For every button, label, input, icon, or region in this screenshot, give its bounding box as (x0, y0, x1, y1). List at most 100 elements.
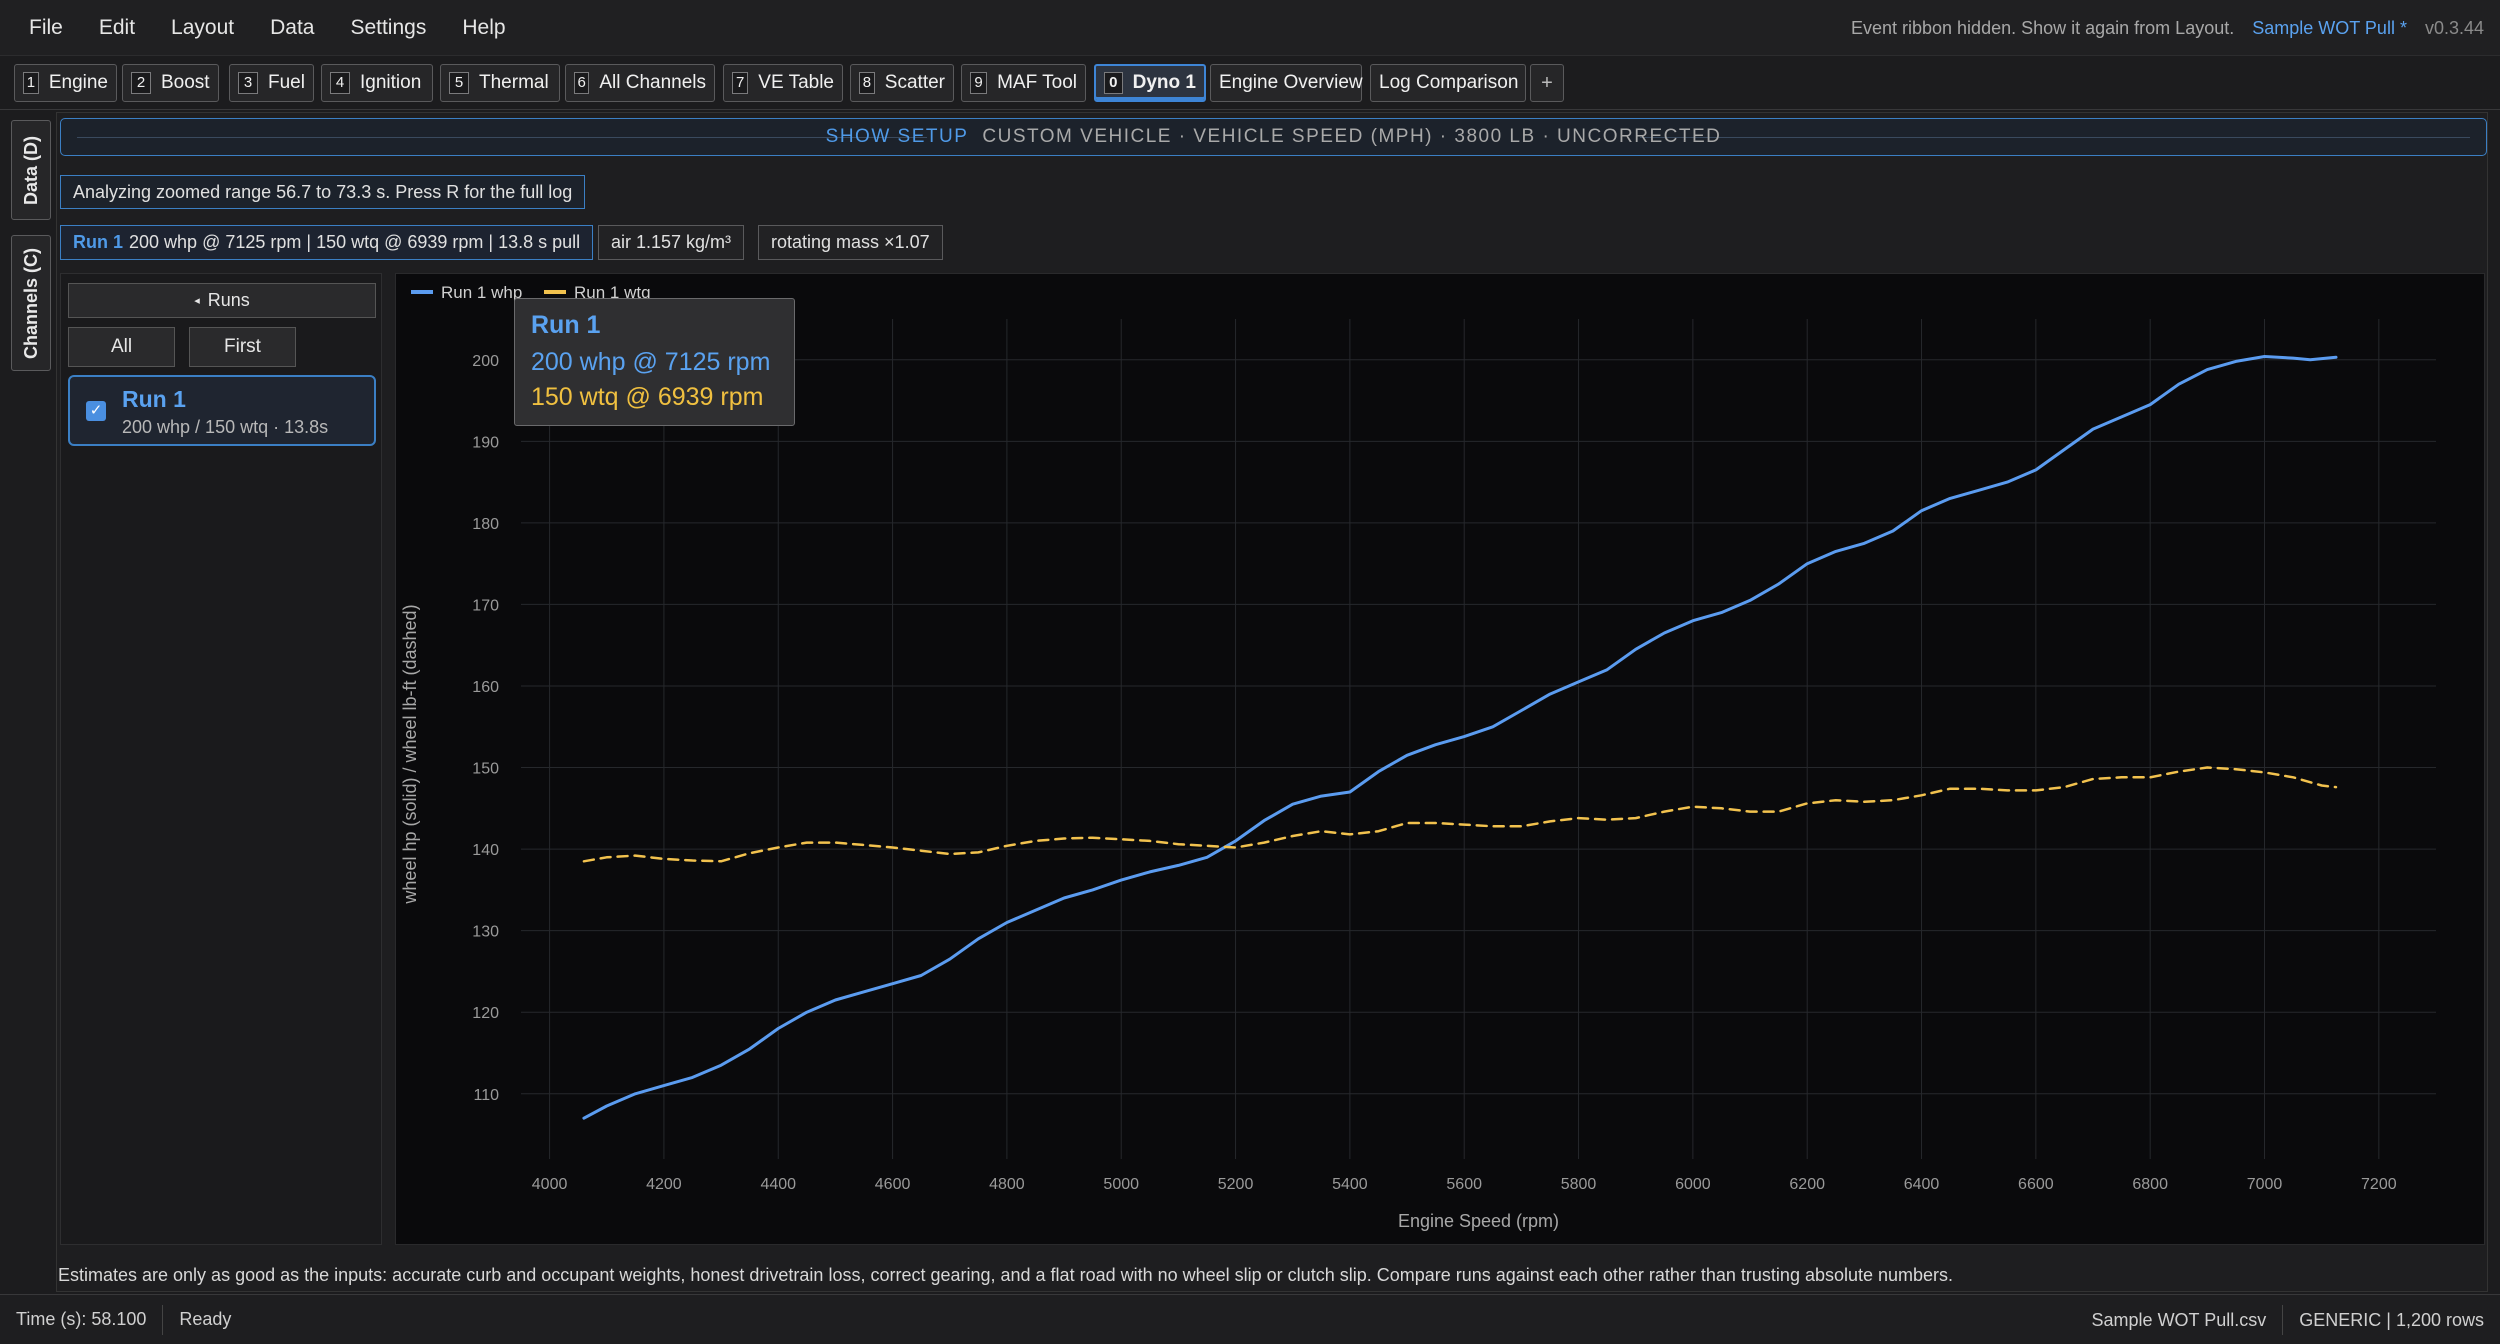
tooltip-title: Run 1 (531, 311, 601, 339)
side-tab-channels-label: Channels (C) (20, 247, 41, 359)
runs-collapse-toggle[interactable]: ◂ Runs (68, 283, 376, 318)
add-tab-button[interactable]: + (1530, 64, 1564, 102)
dyno-chart[interactable]: 4000 4200 4400 4600 4800 5000 5200 5400 5600 5800… (395, 273, 2485, 1245)
tab-label: VE Table (758, 72, 834, 93)
tab-dyno-1[interactable]: 0 Dyno 1 (1094, 64, 1206, 102)
status-right: Sample WOT Pull.csv GENERIC | 1,200 rows (2076, 1305, 2500, 1335)
run-card-title: Run 1 (122, 386, 186, 412)
run-visible-checkbox[interactable]: ✓ (86, 401, 106, 421)
side-tab-channels[interactable]: Channels (C) (11, 235, 51, 371)
tab-label: Boost (161, 72, 210, 93)
x-tick-label: 5800 (1561, 1176, 1597, 1193)
tab-thermal[interactable]: 5 Thermal (440, 64, 560, 102)
run-chip-summary: 200 whp @ 7125 rpm | 150 wtq @ 6939 rpm … (129, 232, 581, 252)
banner-divider (77, 137, 927, 138)
wtq-series-line (582, 766, 2338, 863)
select-first-run-button[interactable]: First (189, 327, 296, 367)
y-tick-label: 130 (472, 924, 499, 941)
dyno-chart-svg: 4000 4200 4400 4600 4800 5000 5200 5400 5600 5800… (400, 283, 2436, 1231)
status-bar: Time (s): 58.100 Ready Sample WOT Pull.c… (0, 1294, 2500, 1344)
run-card[interactable]: ✓ Run 1 200 whp / 150 wtq · 13.8s (68, 375, 376, 446)
setup-banner-text: SHOW SETUP CUSTOM VEHICLE · VEHICLE SPEE… (61, 119, 2486, 155)
x-tick-label: 4000 (532, 1176, 568, 1193)
select-all-runs-button[interactable]: All (68, 327, 175, 367)
run-summary-chip: Run 1 200 whp @ 7125 rpm | 150 wtq @ 693… (60, 225, 594, 260)
y-tick-label: 180 (472, 516, 499, 533)
tab-shortcut-badge: 5 (449, 72, 469, 94)
x-tick-label: 6400 (1904, 1176, 1940, 1193)
run-card-summary: 200 whp / 150 wtq · 13.8s (122, 417, 329, 437)
tooltip-peak-hp: 200 whp @ 7125 rpm (531, 348, 771, 376)
x-tick-label: 5600 (1446, 1176, 1482, 1193)
x-tick-label: 5200 (1218, 1176, 1254, 1193)
tab-label: Engine Overview (1219, 72, 1363, 93)
tab-shortcut-badge: 4 (330, 72, 350, 94)
menu-help[interactable]: Help (462, 15, 506, 39)
x-tick-label: 6200 (1789, 1176, 1825, 1193)
y-tick-label: 150 (472, 761, 499, 778)
tab-log-comparison[interactable]: Log Comparison (1370, 64, 1526, 102)
banner-divider (1640, 137, 2470, 138)
x-axis-label: Engine Speed (rpm) (1398, 1211, 1559, 1231)
tab-label: Engine (48, 72, 108, 93)
menu-layout[interactable]: Layout (171, 15, 235, 39)
x-tick-label: 6000 (1675, 1176, 1711, 1193)
y-tick-label: 140 (472, 842, 499, 859)
tab-bar: 1 Engine 2 Boost 3 Fuel 4 Ignition 5 The… (0, 56, 2500, 110)
chart-tooltip: Run 1 200 whp @ 7125 rpm 150 wtq @ 6939 … (514, 298, 795, 426)
tab-label: All Channels (599, 72, 706, 93)
tab-label: Ignition (360, 72, 422, 93)
tab-label: Dyno 1 (1132, 72, 1196, 93)
legend-wtq-label: Run 1 wtq (574, 283, 651, 302)
tab-shortcut-badge: 3 (238, 72, 258, 94)
status-file: Sample WOT Pull.csv (2076, 1305, 2284, 1335)
menu-edit[interactable]: Edit (98, 15, 136, 39)
tab-label: Fuel (268, 72, 305, 93)
y-tick-label: 190 (472, 434, 499, 451)
y-tick-label: 110 (473, 1087, 499, 1104)
tab-label: Log Comparison (1379, 72, 1519, 93)
x-tick-label: 4400 (760, 1176, 796, 1193)
tab-maf-tool[interactable]: 9 MAF Tool (961, 64, 1086, 102)
x-tick-label: 7000 (2247, 1176, 2283, 1193)
y-tick-label: 160 (472, 679, 499, 696)
tab-fuel[interactable]: 3 Fuel (229, 64, 314, 102)
x-tick-label: 4200 (646, 1176, 682, 1193)
tab-engine-overview[interactable]: Engine Overview (1210, 64, 1363, 102)
menu-file[interactable]: File (29, 15, 63, 39)
setup-description: CUSTOM VEHICLE · VEHICLE SPEED (MPH) · 3… (982, 126, 1722, 147)
tab-shortcut-badge: 8 (859, 72, 875, 94)
tab-engine[interactable]: 1 Engine (14, 64, 117, 102)
y-axis-label: wheel hp (solid) / wheel lb-ft (dashed) (400, 604, 420, 904)
caret-left-icon: ◂ (194, 295, 200, 307)
setup-banner[interactable]: SHOW SETUP CUSTOM VEHICLE · VEHICLE SPEE… (60, 118, 2487, 156)
tab-boost[interactable]: 2 Boost (122, 64, 219, 102)
show-setup-link[interactable]: SHOW SETUP (825, 126, 969, 147)
tab-ve-table[interactable]: 7 VE Table (723, 64, 843, 102)
status-ready: Ready (179, 1309, 232, 1329)
y-tick-label: 120 (472, 1005, 499, 1022)
x-tick-label: 4800 (989, 1176, 1025, 1193)
tab-shortcut-badge: 0 (1104, 72, 1123, 94)
tab-all-channels[interactable]: 6 All Channels (565, 64, 715, 102)
tab-label: Scatter (884, 72, 945, 93)
x-tick-label: 6600 (2018, 1176, 2054, 1193)
menu-settings[interactable]: Settings (350, 15, 427, 39)
tab-ignition[interactable]: 4 Ignition (321, 64, 433, 102)
open-file-name: Sample WOT Pull * (2252, 17, 2407, 38)
x-tick-label: 6800 (2132, 1176, 2168, 1193)
tab-scatter[interactable]: 8 Scatter (850, 64, 954, 102)
x-tick-label: 4600 (875, 1176, 911, 1193)
x-tick-label: 7200 (2361, 1176, 2397, 1193)
y-tick-label: 200 (472, 353, 499, 370)
tab-shortcut-badge: 7 (732, 72, 749, 94)
x-tick-label: 5000 (1103, 1176, 1139, 1193)
menu-data[interactable]: Data (270, 15, 315, 39)
zoom-range-note: Analyzing zoomed range 56.7 to 73.3 s. P… (60, 175, 586, 209)
estimate-disclaimer: Estimates are only as good as the inputs… (58, 1265, 1954, 1285)
rotating-mass-chip: rotating mass ×1.07 (758, 225, 943, 260)
air-density-chip: air 1.157 kg/m³ (598, 225, 745, 260)
side-tab-data[interactable]: Data (D) (11, 120, 51, 220)
tab-label: Thermal (479, 72, 549, 93)
